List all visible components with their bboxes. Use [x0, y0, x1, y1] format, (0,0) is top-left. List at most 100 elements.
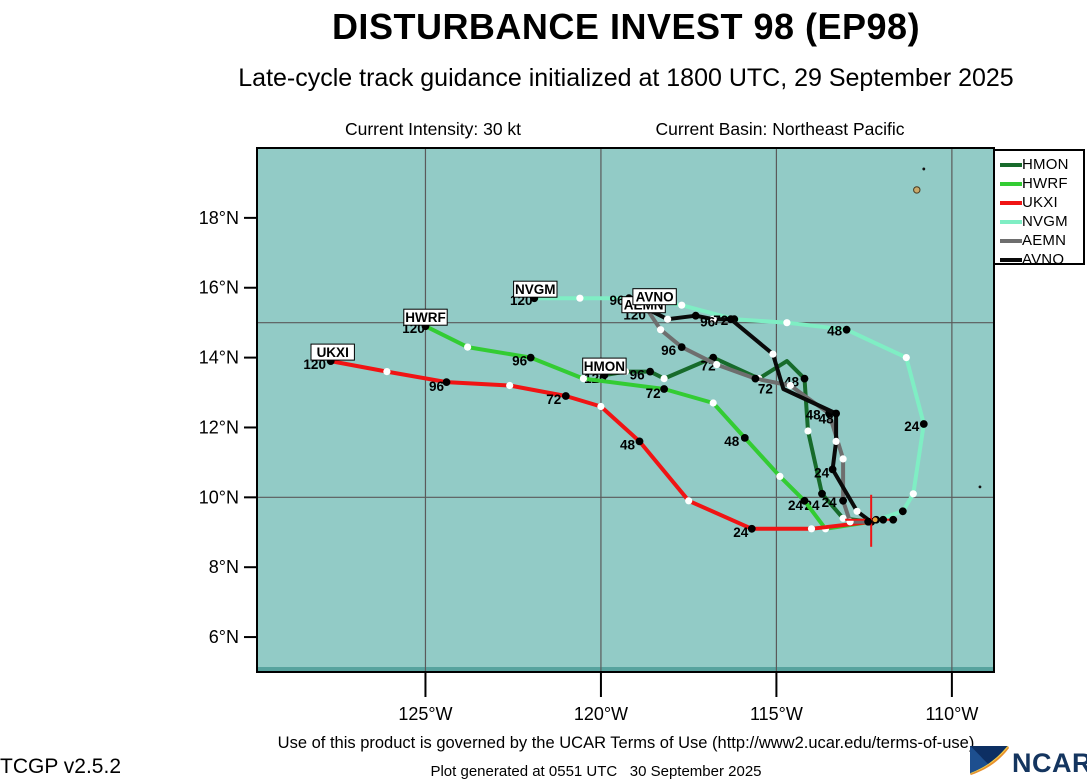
legend-label-UKXI: UKXI [1022, 194, 1058, 211]
hour-label-NVGM-96: 96 [609, 293, 625, 308]
hour-label-AEMN-48: 48 [806, 408, 822, 423]
y-axis: 18°N 16°N 14°N 12°N 10°N 8°N 6°N [199, 208, 257, 647]
current-basin-label: Current Basin: Northeast Pacific [655, 119, 905, 139]
track-dot-HMON-36h [804, 427, 812, 435]
model-label-box-NVGM: NVGM [513, 280, 558, 298]
track-dot-AVNO-96h [691, 311, 700, 320]
hour-label-AVNO-48: 48 [819, 412, 835, 427]
svg-text:UKXI: UKXI [317, 345, 349, 360]
track-dot-HMON-84h [660, 375, 668, 383]
legend-swatch-UKXI [1000, 200, 1022, 205]
track-dot-NVGM-0h [898, 507, 907, 516]
current-position-marker [845, 494, 898, 547]
track-dot-AVNO-48h [832, 409, 840, 418]
hour-label-HWRF-24: 24 [788, 498, 804, 513]
x-tick-label: 125°W [398, 704, 452, 724]
map-background [257, 148, 994, 672]
san-benedicto-island [922, 167, 926, 171]
track-dot-UKXI-84h [506, 381, 514, 390]
track-dot-NVGM-60h [783, 319, 791, 327]
legend-label-AVNO: AVNO [1022, 251, 1065, 268]
hour-label-AEMN-24: 24 [822, 495, 838, 510]
clipperton-island [978, 485, 982, 489]
hour-label-UKXI-24: 24 [733, 525, 749, 540]
track-dot-UKXI-108h [383, 368, 391, 376]
hour-label-NVGM-48: 48 [827, 324, 843, 339]
track-dot-AEMN-108h [657, 326, 665, 334]
legend-swatch-HMON [1000, 162, 1022, 167]
legend-entry-AVNO: AVNO [995, 250, 1083, 269]
y-tick-label: 6°N [209, 627, 239, 647]
y-tick-label: 14°N [199, 348, 239, 368]
track-dot-HMON-96h [646, 367, 654, 376]
x-tick-label: 115°W [750, 704, 803, 724]
track-dot-AVNO-72h [726, 315, 735, 324]
track-dot-AEMN-96h [677, 343, 686, 351]
legend-entry-AEMN: AEMN [995, 231, 1083, 250]
legend-swatch-AVNO [1000, 257, 1022, 262]
hour-label-HWRF-72: 72 [646, 386, 661, 401]
hour-label-AVNO-24: 24 [814, 465, 830, 480]
track-dot-HWRF-84h [579, 375, 588, 383]
track-dot-AEMN-72h [751, 374, 760, 383]
legend-swatch-AEMN [1000, 238, 1022, 243]
legend-entry-NVGM: NVGM [995, 212, 1083, 231]
track-dot-HWRF-108h [464, 343, 472, 351]
track-dot-UKXI-12h [807, 525, 816, 533]
track-dot-HWRF-60h [709, 399, 717, 407]
track-dot-HWRF-72h [660, 385, 668, 393]
svg-text:AVNO: AVNO [636, 290, 674, 305]
y-tick-label: 16°N [199, 278, 239, 298]
track-dot-AEMN-36h [839, 455, 847, 463]
track-dot-NVGM-48h [842, 325, 851, 334]
hour-label-HMON-96: 96 [630, 368, 646, 383]
terms-of-use-text: Use of this product is governed by the U… [277, 734, 975, 752]
page-subtitle: Late-cycle track guidance initialized at… [238, 64, 1014, 92]
track-dot-HWRF-24h [800, 496, 809, 505]
track-dot-NVGM-84h [678, 301, 686, 309]
model-label-box-HWRF: HWRF [403, 308, 448, 326]
ncar-logo-text: NCAR [1012, 748, 1087, 778]
track-dot-HWRF-36h [776, 472, 784, 480]
model-label-box-AVNO: AVNO [632, 288, 677, 306]
legend-entry-UKXI: UKXI [995, 193, 1083, 212]
track-dot-UKXI-48h [635, 437, 644, 446]
track-dot-UKXI-36h [685, 497, 693, 505]
track-dot-UKXI-60h [597, 402, 605, 411]
islands [913, 167, 982, 489]
hour-label-HWRF-48: 48 [724, 434, 740, 449]
legend-entry-HWRF: HWRF [995, 174, 1083, 193]
track-dot-AVNO-84h [709, 315, 717, 323]
track-dot-AEMN-84h [713, 361, 721, 369]
track-dot-NVGM-24h [919, 420, 928, 428]
track-dot-AVNO-24h [828, 465, 837, 474]
hour-label-UKXI-96: 96 [429, 379, 445, 394]
hour-label-UKXI-120: 120 [303, 357, 326, 372]
page-title: DISTURBANCE INVEST 98 (EP98) [331, 6, 921, 47]
track-dot-HWRF-96h [526, 353, 535, 362]
track-dot-AVNO-36h [832, 437, 840, 445]
x-tick-label: 120°W [574, 704, 628, 724]
svg-text:HMON: HMON [584, 359, 625, 374]
hour-label-HWRF-96: 96 [512, 354, 528, 369]
track-dot-AEMN-24h [839, 496, 847, 505]
current-intensity-label: Current Intensity: 30 kt [344, 119, 522, 139]
track-dot-UKXI-24h [747, 524, 756, 533]
hour-label-UKXI-72: 72 [546, 392, 561, 407]
map-border [256, 147, 995, 673]
hour-label-UKXI-48: 48 [620, 437, 636, 452]
y-tick-label: 8°N [209, 557, 239, 577]
legend-label-HMON: HMON [1022, 156, 1069, 173]
track-dot-AEMN-60h [786, 381, 795, 390]
track-dot-AVNO-12h [853, 507, 861, 515]
track-dot-HMON-24h [818, 489, 826, 498]
model-label-box-HMON: HMON [582, 357, 627, 375]
legend-label-HWRF: HWRF [1022, 175, 1068, 192]
svg-text:HWRF: HWRF [405, 310, 446, 325]
y-tick-label: 18°N [199, 208, 239, 228]
hour-label-AVNO-72: 72 [713, 313, 728, 328]
model-legend: HMON HWRF UKXI NVGM AEMN AVNO [993, 149, 1085, 268]
track-dot-HMON-72h [709, 353, 718, 362]
